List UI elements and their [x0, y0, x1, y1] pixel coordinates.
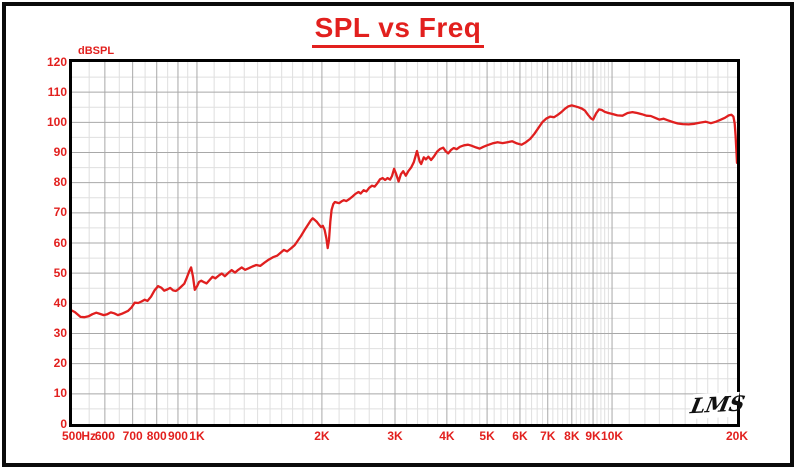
x-tick-label: 5K — [479, 429, 495, 443]
x-tick-label: 20K — [725, 429, 748, 443]
spl-curve-canvas — [72, 62, 737, 424]
y-tick-label: 10 — [53, 386, 67, 401]
x-tick-label: 3K — [387, 429, 403, 443]
chart-title: SPL vs Freq — [311, 12, 485, 48]
x-tick-label: 10K — [601, 429, 624, 443]
y-tick-label: 70 — [53, 205, 67, 220]
x-tick-label: 900 — [167, 429, 188, 443]
y-tick-label: 60 — [53, 235, 67, 250]
x-tick-label: 700 — [122, 429, 143, 443]
x-tick-label: 6K — [512, 429, 528, 443]
plot-area — [69, 59, 740, 427]
x-axis-unit-label: Hz — [81, 429, 96, 443]
x-tick-label: 1K — [189, 429, 205, 443]
y-tick-label: 80 — [53, 175, 67, 190]
y-tick-label: 30 — [53, 326, 67, 340]
x-tick-label: 600 — [94, 429, 115, 443]
y-tick-label: 40 — [53, 295, 67, 310]
y-axis-unit-label: dBSPL — [78, 45, 115, 57]
y-tick-label: 50 — [53, 265, 67, 280]
spl-curve — [72, 104, 737, 319]
y-tick-label: 0 — [60, 416, 67, 431]
x-tick-label: 9K — [585, 429, 601, 443]
x-tick-label: 4K — [439, 429, 455, 443]
x-tick-label: 2K — [314, 429, 330, 443]
y-tick-label: 120 — [46, 54, 67, 69]
y-tick-label: 100 — [46, 114, 67, 129]
x-tick-label: 800 — [146, 429, 167, 443]
title-bar: SPL vs Freq — [0, 12, 796, 48]
x-tick-label: 8K — [564, 429, 580, 443]
y-tick-label: 90 — [53, 145, 67, 159]
x-tick-label: 500 — [61, 429, 83, 443]
y-tick-label: 110 — [47, 84, 67, 99]
x-tick-label: 7K — [540, 429, 556, 443]
y-tick-label: 20 — [53, 356, 67, 371]
lms-logo: LMS — [688, 390, 748, 420]
